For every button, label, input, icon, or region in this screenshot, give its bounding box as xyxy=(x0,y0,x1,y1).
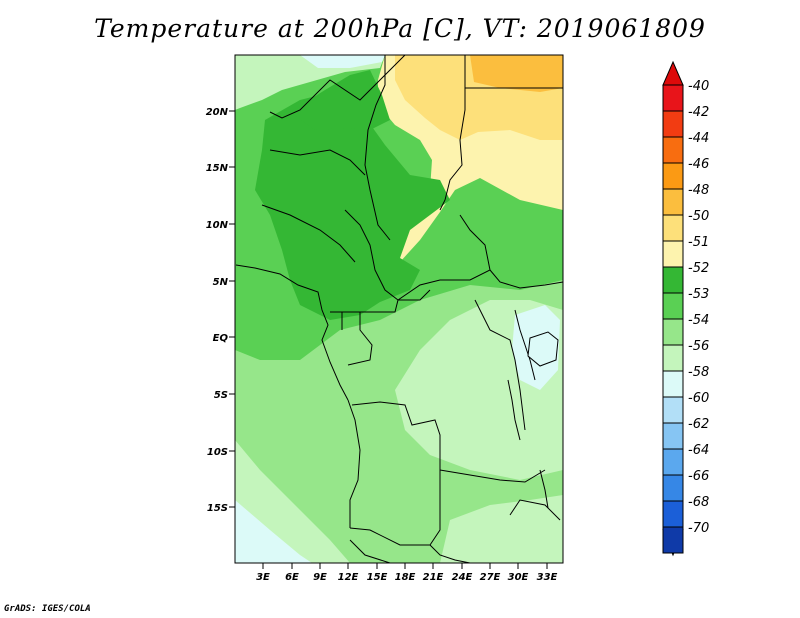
lon-label: 15E xyxy=(367,572,388,583)
legend-swatch xyxy=(662,84,684,112)
legend-label: -42 xyxy=(688,105,709,120)
legend-top-arrow xyxy=(662,60,684,86)
lake-victoria xyxy=(527,331,559,367)
legend-swatch xyxy=(662,318,684,346)
lat-axis xyxy=(229,110,235,508)
legend-swatch xyxy=(662,344,684,372)
lon-label: 18E xyxy=(395,572,416,583)
legend-label: -62 xyxy=(688,417,709,432)
lake-malawi xyxy=(539,469,549,509)
legend-swatch xyxy=(662,396,684,424)
field-dark-green-north xyxy=(290,70,390,130)
lat-label: 5S xyxy=(214,390,228,401)
lon-label: 30E xyxy=(508,572,529,583)
legend-label: -54 xyxy=(688,313,709,328)
field-orange-ne xyxy=(470,55,563,92)
legend-swatch xyxy=(662,370,684,398)
map-title: Temperature at 200hPa [C], VT: 201906180… xyxy=(94,14,706,43)
lat-label: 20N xyxy=(206,107,229,118)
legend-swatch xyxy=(662,448,684,476)
map-frame xyxy=(234,54,564,564)
coastline xyxy=(235,264,349,401)
lat-label: 15S xyxy=(207,503,228,514)
lon-labels: 3E 6E 9E 12E 15E 18E 21E 24E 27E 30E 33E xyxy=(256,572,557,583)
legend-label: -44 xyxy=(688,131,709,146)
legend-label: -46 xyxy=(688,157,709,172)
legend-swatch xyxy=(662,240,684,268)
map-panel xyxy=(234,54,564,564)
field-green-east-patch xyxy=(480,205,563,255)
legend-swatch xyxy=(662,136,684,164)
color-legend: -40 -42 -44 -46 -48 -50 -51 -52 -53 -54 -56 -58 -60 -… xyxy=(662,60,709,557)
field-pale-green-southeast xyxy=(440,495,563,563)
legend-label: -48 xyxy=(688,183,709,198)
legend-swatch xyxy=(662,292,684,320)
grads-credit: GrADS: IGES/COLA xyxy=(4,604,91,614)
lat-label: 15N xyxy=(206,163,229,174)
legend-label: -66 xyxy=(688,469,709,484)
lon-label: 9E xyxy=(313,572,327,583)
legend-label: -58 xyxy=(688,365,709,380)
lon-axis xyxy=(262,563,548,569)
legend-swatch xyxy=(662,500,684,528)
lon-label: 27E xyxy=(480,572,501,583)
lat-label: 5N xyxy=(213,277,229,288)
lon-label: 33E xyxy=(537,572,558,583)
lon-label: 12E xyxy=(338,572,359,583)
legend-label: -56 xyxy=(688,339,709,354)
field-pale-green-northwest xyxy=(235,55,385,110)
field-dark-green-center xyxy=(255,90,450,320)
field-pale-cyan-northwest xyxy=(300,55,385,68)
lat-label: 10S xyxy=(207,447,228,458)
legend-label: -52 xyxy=(688,261,709,276)
lat-label: EQ xyxy=(213,333,229,344)
legend-label: -51 xyxy=(688,235,709,250)
lon-label: 3E xyxy=(256,572,270,583)
legend-label: -60 xyxy=(688,391,709,406)
legend-swatch xyxy=(662,422,684,450)
legend-label: -64 xyxy=(688,443,709,458)
lat-labels: 20N 15N 10N 5N EQ 5S 10S 15S xyxy=(206,107,229,514)
legend-swatch xyxy=(662,474,684,502)
legend-swatch xyxy=(662,162,684,190)
lat-label: 10N xyxy=(206,220,229,231)
legend-label: -40 xyxy=(688,79,709,94)
lon-label: 21E xyxy=(423,572,444,583)
legend-swatch xyxy=(662,266,684,294)
legend-label: -68 xyxy=(688,495,709,510)
legend-label: -53 xyxy=(688,287,709,302)
lon-label: 6E xyxy=(285,572,299,583)
legend-swatch xyxy=(662,526,684,554)
field-pale-cyan-southwest xyxy=(235,500,312,563)
country-borders xyxy=(261,54,564,564)
legend-label: -70 xyxy=(688,521,709,536)
lake-tanganyika xyxy=(507,379,521,441)
legend-swatch xyxy=(662,188,684,216)
legend-swatch xyxy=(662,110,684,138)
lon-label: 24E xyxy=(452,572,473,583)
legend-swatch xyxy=(662,214,684,242)
legend-label: -50 xyxy=(688,209,709,224)
